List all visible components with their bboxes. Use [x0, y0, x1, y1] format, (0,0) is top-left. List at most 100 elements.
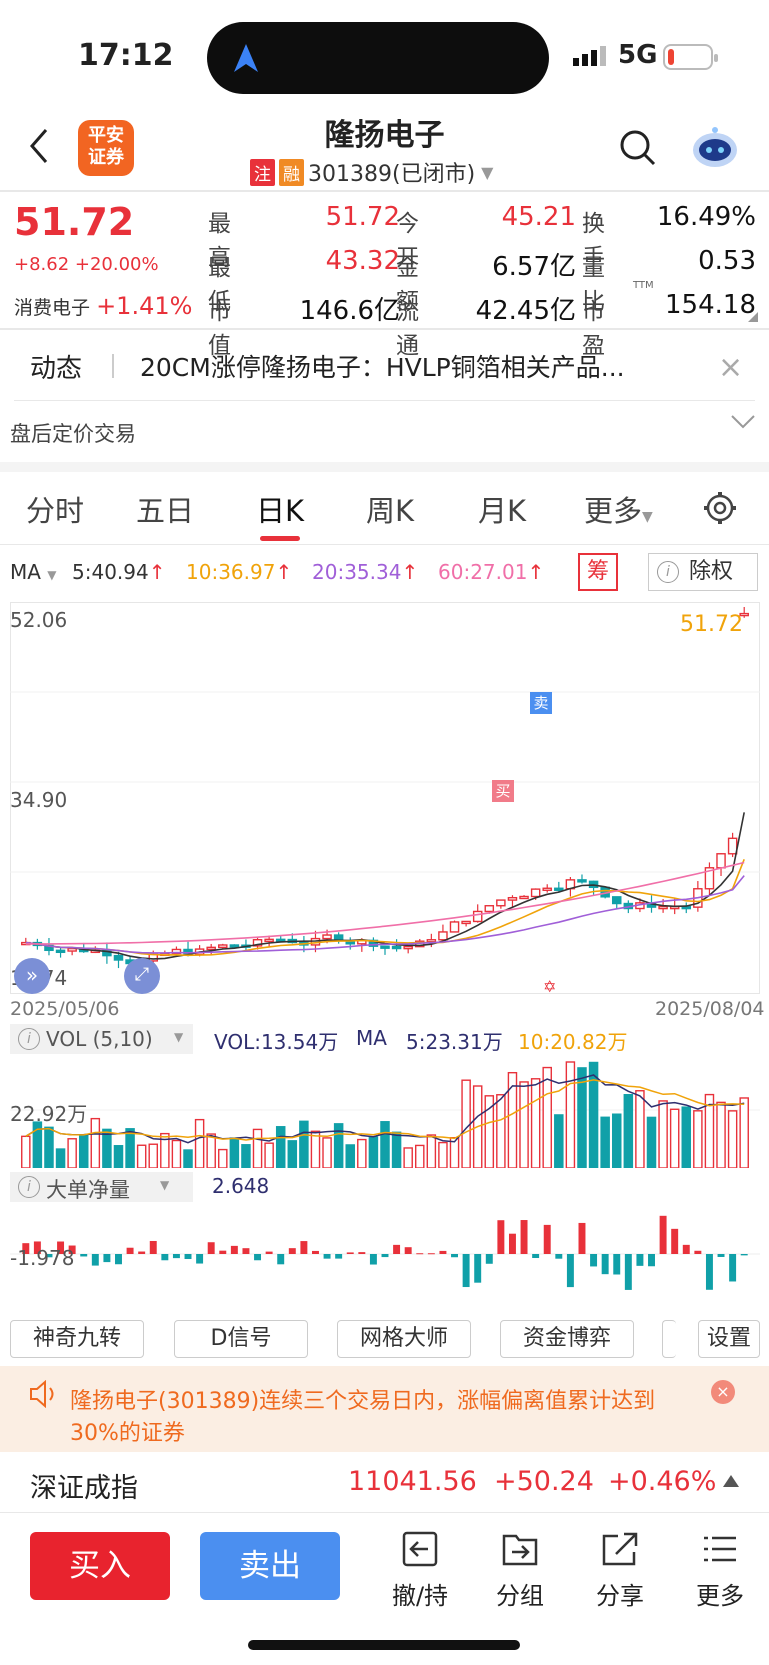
big-order-bar: [22, 1243, 30, 1254]
volume-bar: [461, 1079, 471, 1168]
volume-chart[interactable]: [10, 1056, 760, 1168]
home-indicator: [248, 1640, 520, 1650]
news-headline[interactable]: 20CM涨停隆扬电子：HVLP铜箔相关产品...: [140, 353, 625, 382]
candle-body: [461, 920, 471, 925]
sell-button[interactable]: 卖出: [200, 1532, 340, 1600]
big-order-bar: [242, 1248, 250, 1254]
candle-body: [206, 946, 216, 951]
buy-signal-mark[interactable]: 买: [492, 780, 514, 802]
button-settings[interactable]: 设置: [698, 1320, 760, 1358]
quote-value: 0.53: [698, 246, 756, 276]
volume-bar: [44, 1126, 54, 1168]
quote-label: 市值: [208, 299, 231, 359]
big-order-bar: [219, 1250, 227, 1254]
big-order-bar: [671, 1228, 679, 1254]
tab-monthly-k[interactable]: 月K: [478, 494, 527, 528]
big-order-bar: [57, 1241, 65, 1254]
chip-distribution-button[interactable]: 筹: [578, 553, 618, 591]
ex-rights-label: 除权: [689, 559, 734, 584]
expand-up-icon[interactable]: [722, 1474, 740, 1488]
volume-bar: [310, 1130, 321, 1168]
big-order-bar: [705, 1254, 713, 1290]
price-axis-high: 52.06: [10, 608, 68, 632]
volume-bar: [287, 1140, 298, 1168]
volume-bar: [90, 1117, 101, 1168]
up-arrow-icon: ↑: [527, 560, 545, 584]
button-magic-nine[interactable]: 神奇九转: [10, 1320, 144, 1358]
vol-selector[interactable]: i VOL (5,10) ▼: [10, 1024, 193, 1054]
more-button[interactable]: 更多: [680, 1530, 760, 1611]
volume-bar: [415, 1144, 425, 1168]
button-more-indicators[interactable]: [662, 1320, 676, 1358]
dropdown-triangle-icon: ▼: [174, 1030, 184, 1044]
candle-body: [496, 899, 506, 907]
gear-icon[interactable]: [702, 490, 738, 526]
search-icon[interactable]: [618, 128, 658, 168]
volume-bar: [229, 1137, 240, 1168]
volume-bar: [241, 1144, 251, 1168]
sell-signal-mark[interactable]: 卖: [530, 692, 552, 714]
stock-title[interactable]: 隆扬电子: [324, 118, 445, 153]
candle-body: [658, 905, 668, 910]
big-order-bar: [91, 1254, 99, 1266]
volume-bar: [252, 1128, 263, 1168]
vol-ma-line: [25, 1079, 745, 1141]
alert-banner[interactable]: [0, 1366, 769, 1452]
ma-line: [25, 812, 745, 960]
tab-daily-k[interactable]: 日K: [256, 494, 305, 528]
tab-more[interactable]: 更多▼: [584, 488, 653, 530]
sector-row[interactable]: 消费电子 +1.41%: [14, 292, 192, 320]
big-order-selector[interactable]: i 大单净量 ▼: [10, 1172, 193, 1202]
close-icon[interactable]: ×: [718, 350, 744, 385]
index-name[interactable]: 深证成指: [30, 1473, 138, 1504]
candle-body: [716, 853, 726, 869]
kline-chart[interactable]: [10, 602, 760, 994]
candle-body: [484, 905, 495, 913]
tab-intraday[interactable]: 分时: [26, 494, 85, 528]
big-order-bar: [80, 1254, 88, 1257]
index-pct: +0.46%: [608, 1466, 717, 1497]
button-grid-master[interactable]: 网格大师: [337, 1320, 471, 1358]
buy-button[interactable]: 买入: [30, 1532, 170, 1600]
up-arrow-icon: ↑: [401, 560, 419, 584]
big-order-bar: [45, 1254, 53, 1258]
stock-subtitle[interactable]: 注 融 301389(已闭市) ▼: [250, 156, 493, 188]
volume-bar: [55, 1148, 66, 1168]
group-button[interactable]: 分组: [480, 1530, 560, 1611]
big-order-bar: [196, 1254, 204, 1264]
ma10-value: 10:36.97↑: [186, 560, 292, 584]
active-tab-indicator: [260, 536, 300, 541]
big-order-bar: [161, 1254, 169, 1261]
big-order-bar: [300, 1241, 308, 1254]
withdraw-hold-button[interactable]: 撤/持: [380, 1530, 460, 1611]
fullscreen-icon[interactable]: ⤢: [124, 958, 160, 994]
button-fund-game[interactable]: 资金博弈: [500, 1320, 634, 1358]
big-order-bar: [265, 1251, 273, 1254]
expand-left-icon[interactable]: »: [14, 958, 50, 994]
big-order-bar: [566, 1254, 574, 1288]
share-button[interactable]: 分享: [580, 1530, 660, 1611]
network-type: 5G: [618, 40, 658, 70]
start-date: 2025/05/06: [10, 998, 120, 1020]
big-order-value: 2.648: [212, 1174, 270, 1198]
button-d-signal[interactable]: D信号: [174, 1320, 308, 1358]
kline-chart-frame[interactable]: [10, 602, 760, 994]
ma-label: MA: [10, 560, 41, 584]
ai-assistant-icon[interactable]: [688, 124, 742, 170]
big-order-chart[interactable]: [10, 1204, 760, 1314]
ma-selector[interactable]: MA ▼: [10, 560, 57, 584]
back-arrow-icon[interactable]: [26, 126, 52, 166]
volume-bar: [646, 1116, 657, 1168]
volume-bar: [125, 1128, 135, 1168]
after-hours-trading[interactable]: 盘后定价交易: [10, 422, 136, 446]
big-order-bar: [277, 1254, 285, 1265]
ex-rights-button[interactable]: i 除权: [648, 553, 758, 591]
volume-bar: [32, 1121, 43, 1168]
tab-weekly-k[interactable]: 周K: [366, 494, 415, 528]
close-icon[interactable]: ×: [711, 1380, 735, 1404]
withdraw-icon: [402, 1531, 438, 1567]
event-star-icon[interactable]: ✡: [543, 977, 557, 996]
chevron-down-icon[interactable]: [730, 414, 756, 430]
candle-body: [472, 910, 483, 923]
tab-five-day[interactable]: 五日: [136, 494, 195, 528]
